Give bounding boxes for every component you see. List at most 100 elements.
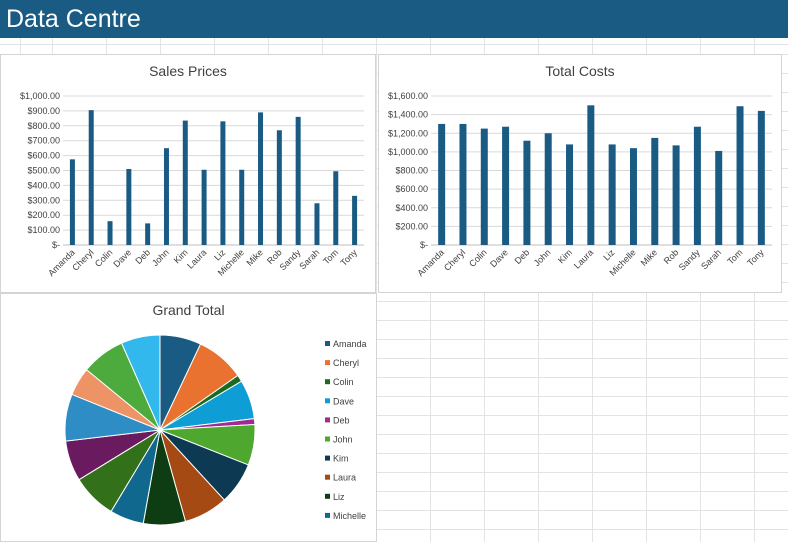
x-tick-label: Sarah bbox=[699, 247, 723, 271]
header-bar: Data Centre bbox=[0, 0, 788, 38]
legend-entry: Kim bbox=[325, 454, 349, 464]
legend-entry: Michelle bbox=[325, 511, 366, 521]
bar[interactable] bbox=[220, 121, 226, 245]
legend-label: Laura bbox=[333, 473, 356, 483]
y-tick-label: $600.00 bbox=[395, 184, 428, 194]
bar[interactable] bbox=[693, 126, 701, 245]
grand-total-chart[interactable]: Grand Total Amanda Cheryl Colin Dave Deb John… bbox=[0, 293, 377, 542]
bar[interactable] bbox=[163, 148, 169, 245]
legend-label: Deb bbox=[333, 415, 350, 425]
legend-label: Kim bbox=[333, 454, 349, 464]
x-tick-label: Tom bbox=[725, 247, 744, 266]
x-tick-label: Liz bbox=[601, 247, 617, 263]
bar[interactable] bbox=[587, 105, 595, 245]
legend-label: John bbox=[333, 435, 353, 445]
bar[interactable] bbox=[459, 123, 467, 245]
x-tick-label: John bbox=[532, 247, 553, 268]
legend-entry: Amanda bbox=[325, 339, 367, 349]
x-tick-label: Mike bbox=[244, 247, 265, 268]
legend-entry: Dave bbox=[325, 396, 354, 406]
legend-swatch bbox=[325, 493, 330, 499]
bar[interactable] bbox=[566, 144, 574, 245]
bar[interactable] bbox=[629, 148, 637, 245]
y-tick-label: $800.00 bbox=[27, 121, 60, 131]
bar[interactable] bbox=[480, 128, 488, 245]
bar[interactable] bbox=[145, 223, 151, 245]
pie-slice[interactable] bbox=[120, 334, 161, 431]
bar[interactable] bbox=[201, 169, 207, 245]
legend-swatch bbox=[325, 455, 330, 461]
bar[interactable] bbox=[126, 169, 132, 245]
legend-swatch bbox=[325, 398, 330, 404]
bar[interactable] bbox=[314, 203, 320, 245]
x-tick-label: Laura bbox=[572, 247, 595, 270]
bar[interactable] bbox=[69, 159, 75, 245]
total-costs-chart[interactable]: Total Costs $- $200.00 $400.00 $600.00 $800.… bbox=[378, 54, 782, 293]
x-tick-label: Kim bbox=[556, 247, 574, 265]
x-tick-label: Deb bbox=[513, 247, 532, 266]
x-tick-label: Sandy bbox=[677, 247, 702, 272]
x-tick-label: Tony bbox=[745, 247, 766, 268]
bar[interactable] bbox=[276, 130, 282, 245]
y-tick-label: $400.00 bbox=[27, 180, 60, 190]
y-tick-label: $- bbox=[420, 240, 428, 250]
chart-title: Sales Prices bbox=[149, 63, 227, 79]
x-tick-label: Sandy bbox=[277, 247, 302, 272]
x-tick-label: Deb bbox=[133, 247, 152, 266]
bar[interactable] bbox=[239, 169, 245, 245]
x-tick-label: Mike bbox=[639, 247, 660, 268]
bar[interactable] bbox=[757, 110, 765, 246]
y-tick-label: $900.00 bbox=[27, 106, 60, 116]
bar[interactable] bbox=[651, 137, 659, 245]
legend-entry: Colin bbox=[325, 377, 354, 387]
x-tick-label: John bbox=[150, 247, 171, 268]
bar[interactable] bbox=[107, 221, 113, 245]
bar[interactable] bbox=[672, 145, 680, 245]
legend-label: Dave bbox=[333, 396, 354, 406]
y-tick-label: $600.00 bbox=[27, 151, 60, 161]
legend-label: Cheryl bbox=[333, 358, 359, 368]
bar[interactable] bbox=[352, 195, 358, 245]
y-tick-label: $300.00 bbox=[27, 195, 60, 205]
legend-label: Colin bbox=[333, 377, 354, 387]
legend-entry: John bbox=[325, 435, 353, 445]
bar[interactable] bbox=[715, 150, 723, 245]
y-tick-label: $200.00 bbox=[395, 221, 428, 231]
bar[interactable] bbox=[258, 112, 264, 245]
bar[interactable] bbox=[523, 140, 531, 245]
bar[interactable] bbox=[295, 116, 301, 245]
bar[interactable] bbox=[333, 171, 339, 245]
x-tick-label: Colin bbox=[93, 247, 115, 269]
y-tick-label: $1,000.00 bbox=[388, 147, 428, 157]
app-title: Data Centre bbox=[6, 5, 141, 33]
x-tick-label: Dave bbox=[488, 247, 510, 269]
bar[interactable] bbox=[544, 133, 552, 245]
y-tick-label: $400.00 bbox=[395, 203, 428, 213]
bar[interactable] bbox=[502, 126, 510, 245]
x-tick-label: Amanda bbox=[415, 247, 446, 278]
y-tick-label: $1,200.00 bbox=[388, 128, 428, 138]
legend-swatch bbox=[325, 341, 330, 346]
x-tick-label: Cheryl bbox=[70, 247, 95, 272]
sales-prices-plot: $- $100.00 $200.00 $300.00 $400.00 $500.00 $60… bbox=[20, 91, 364, 278]
legend-label: Michelle bbox=[333, 511, 366, 521]
bar[interactable] bbox=[88, 110, 94, 245]
bar[interactable] bbox=[182, 120, 188, 245]
legend-swatch bbox=[325, 512, 330, 518]
y-tick-label: $800.00 bbox=[395, 166, 428, 176]
legend-swatch bbox=[325, 379, 330, 385]
total-costs-plot: $- $200.00 $400.00 $600.00 $800.00 $1,000.00 $… bbox=[388, 91, 772, 278]
legend-label: Amanda bbox=[333, 339, 367, 349]
y-tick-label: $- bbox=[52, 240, 60, 250]
y-tick-label: $1,000.00 bbox=[20, 91, 60, 101]
chart-title: Grand Total bbox=[152, 302, 225, 318]
bar[interactable] bbox=[608, 144, 616, 245]
x-tick-label: Tony bbox=[338, 247, 359, 268]
y-tick-label: $1,600.00 bbox=[388, 91, 428, 101]
bar[interactable] bbox=[736, 106, 744, 246]
sales-prices-chart[interactable]: Sales Prices $- $100.00 $200.00 $300.00 $400… bbox=[0, 54, 376, 293]
bar[interactable] bbox=[438, 123, 446, 245]
x-tick-label: Cheryl bbox=[442, 247, 467, 272]
x-tick-label: Laura bbox=[185, 247, 208, 270]
x-tick-label: Tom bbox=[321, 247, 340, 266]
